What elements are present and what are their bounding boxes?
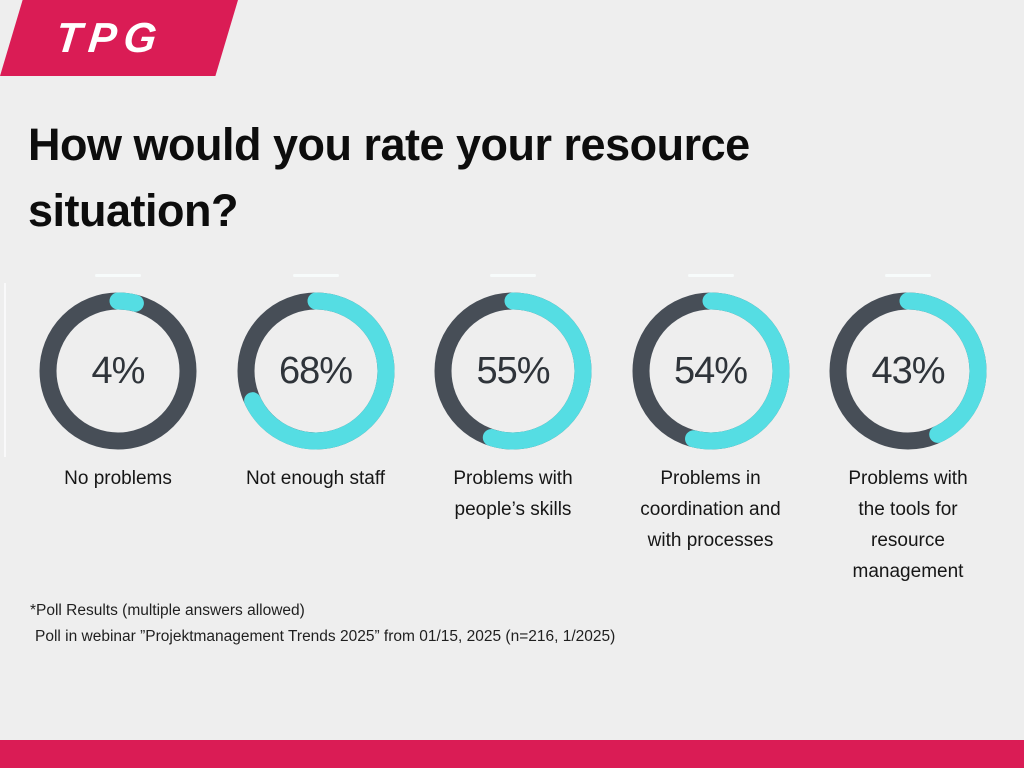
- donut-value-arc: [434, 292, 592, 450]
- page-title-line-1: How would you rate your resource: [28, 119, 750, 170]
- donut-value-arc: [39, 292, 197, 450]
- donut-percent-label: 4%: [91, 349, 146, 392]
- donut-svg: [39, 292, 197, 450]
- donut-svg: [829, 292, 987, 450]
- donut-ring: 4%: [39, 292, 197, 450]
- donut-percent-label: 55%: [476, 349, 550, 392]
- decor-pill: [95, 274, 141, 277]
- donut-svg: [237, 292, 394, 450]
- left-edge-line: [4, 283, 6, 457]
- tpg-logo: TPG: [0, 0, 238, 76]
- decor-pill: [687, 274, 734, 277]
- decor-pill: [292, 274, 339, 277]
- donut-percent-label: 54%: [673, 349, 748, 392]
- donut-chart-column: 68% Not enough staff: [220, 274, 412, 587]
- donut-chart-column: 54% Problems in coordination and with proce…: [615, 274, 807, 587]
- donut-charts-row: 4% No problems 68% Not enough staff 55% Probl…: [22, 274, 1004, 587]
- footnote-line-2: Poll in webinar ”Projektmanagement Trend…: [35, 628, 616, 645]
- donut-ring: 55%: [434, 292, 592, 450]
- page-title-line-2: situation?: [28, 185, 238, 236]
- donut-value-arc: [632, 292, 789, 450]
- page-title: How would you rate your resource situati…: [28, 112, 750, 244]
- donut-chart-column: 43% Problems with the tools for resource man…: [812, 274, 1004, 587]
- donut-value-arc: [829, 292, 987, 450]
- donut-category-label: Problems with people’s skills: [453, 468, 573, 520]
- bottom-brand-bar: [0, 740, 1024, 768]
- footnotes: *Poll Results (multiple answers allowed)…: [30, 598, 615, 650]
- donut-category-label: Problems with the tools for resource manage…: [848, 468, 968, 582]
- donut-svg: [632, 292, 789, 450]
- donut-category-label: Not enough staff: [245, 468, 386, 489]
- donut-ring: 68%: [237, 292, 395, 450]
- decor-pill: [490, 274, 536, 277]
- tpg-logo-text: TPG: [53, 14, 167, 61]
- donut-percent-label: 43%: [871, 349, 945, 392]
- donut-svg: [434, 292, 592, 450]
- donut-category-label: Problems in coordination and with processe…: [640, 468, 781, 551]
- footnote-line-1: *Poll Results (multiple answers allowed): [30, 602, 305, 619]
- decor-pill: [885, 274, 931, 277]
- donut-ring: 43%: [829, 292, 987, 450]
- donut-value-arc: [237, 292, 394, 450]
- donut-category-label: No problems: [64, 468, 172, 489]
- donut-chart-column: 55% Problems with people’s skills: [417, 274, 609, 587]
- donut-percent-label: 68%: [278, 349, 353, 392]
- donut-ring: 54%: [632, 292, 790, 450]
- donut-chart-column: 4% No problems: [22, 274, 214, 587]
